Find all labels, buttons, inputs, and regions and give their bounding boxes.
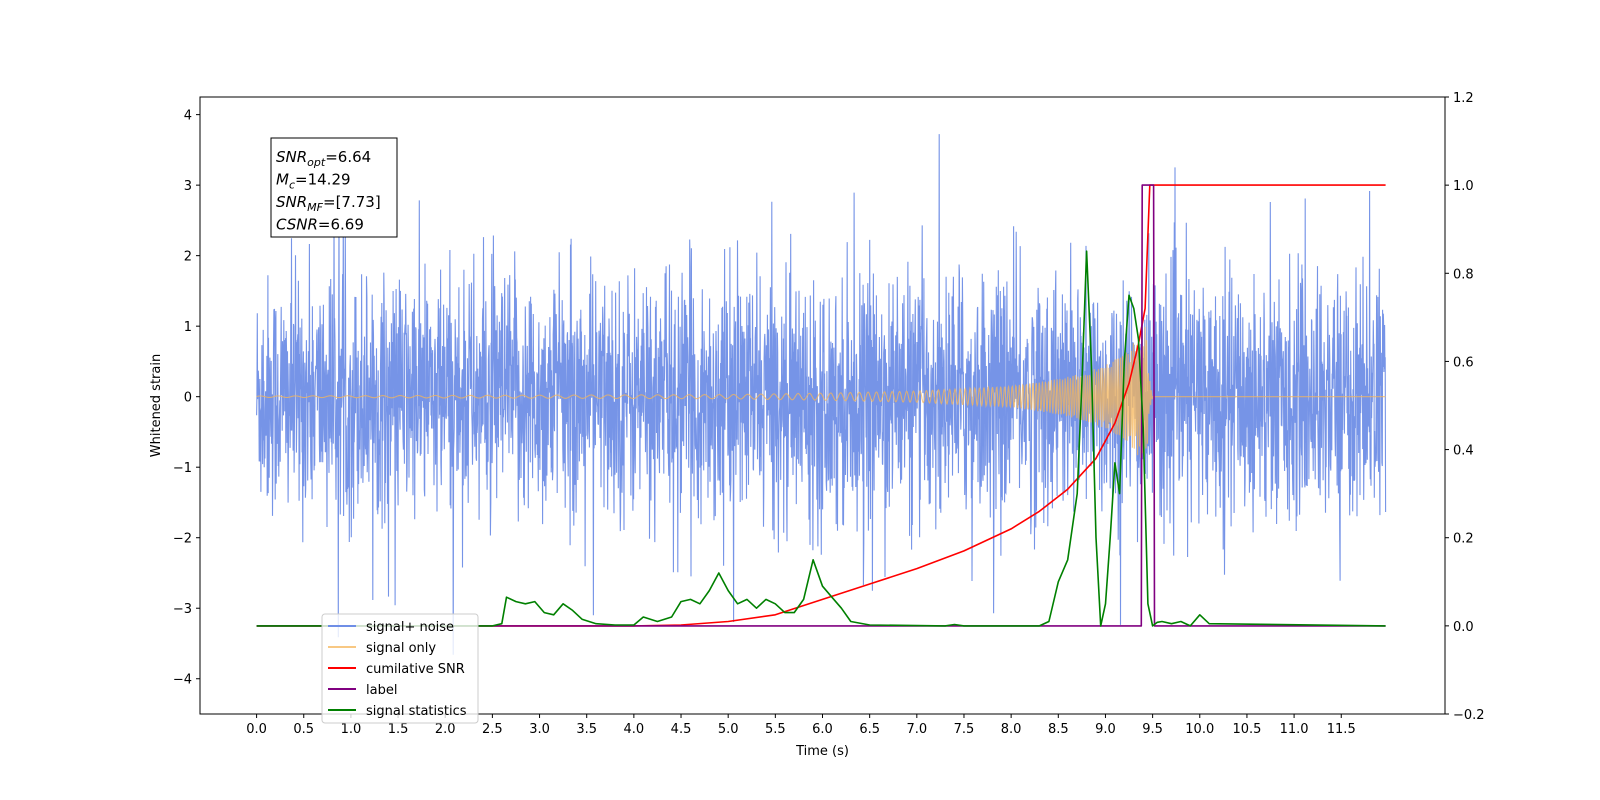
x-tick-label: 11.5 bbox=[1327, 722, 1356, 737]
annotation-symbol: SNR bbox=[276, 148, 307, 166]
legend-label-signal-noise: signal+ noise bbox=[366, 620, 454, 635]
series-signal-only bbox=[256, 326, 1386, 465]
annotation-line: Mc=14.29 bbox=[276, 171, 351, 192]
x-tick-label: 0.0 bbox=[246, 722, 267, 737]
y-tick-label: 3 bbox=[184, 179, 192, 194]
legend: signal+ noise signal only cumilative SNR la… bbox=[321, 613, 479, 724]
y2-tick-label: 1.2 bbox=[1453, 91, 1474, 106]
y-axis-label: Whitened strain bbox=[149, 354, 164, 457]
x-tick-label: 6.0 bbox=[812, 722, 833, 737]
series-signal-noise bbox=[256, 134, 1387, 655]
y2-tick-label: −0.2 bbox=[1453, 708, 1485, 723]
y2-tick-label: 0.2 bbox=[1453, 532, 1474, 547]
annotation-symbol: CSNR bbox=[276, 216, 318, 234]
y-tick-label: −4 bbox=[173, 673, 192, 688]
x-tick-label: 2.0 bbox=[435, 722, 456, 737]
annotation-symbol: SNR bbox=[276, 193, 307, 211]
x-tick-label: 4.5 bbox=[671, 722, 692, 737]
x-tick-label: 2.5 bbox=[482, 722, 503, 737]
y-tick-label: −3 bbox=[173, 602, 192, 617]
x-tick-label: 1.0 bbox=[341, 722, 362, 737]
y2-tick-label: 1.0 bbox=[1453, 179, 1474, 194]
x-tick-label: 10.5 bbox=[1232, 722, 1261, 737]
series-cumilative-snr bbox=[256, 184, 1386, 627]
annotation-subscript: c bbox=[289, 179, 295, 192]
y2-tick-label: 0.6 bbox=[1453, 355, 1474, 370]
annotation-value: =6.64 bbox=[325, 148, 371, 166]
y-tick-label: −1 bbox=[173, 461, 192, 476]
x-tick-label: 4.0 bbox=[624, 722, 645, 737]
legend-label-label: label bbox=[366, 683, 397, 698]
x-tick-label: 5.0 bbox=[718, 722, 739, 737]
annotation-line: CSNR=6.69 bbox=[276, 216, 364, 234]
legend-label-cumilative-snr: cumilative SNR bbox=[366, 662, 465, 677]
x-tick-label: 9.0 bbox=[1095, 722, 1116, 737]
x-tick-label: 8.0 bbox=[1001, 722, 1022, 737]
y-tick-label: −2 bbox=[173, 532, 192, 547]
x-tick-label: 10.0 bbox=[1185, 722, 1214, 737]
x-tick-label: 0.5 bbox=[293, 722, 314, 737]
annotation-symbol: M bbox=[276, 171, 289, 189]
x-axis-label: Time (s) bbox=[795, 744, 849, 759]
legend-label-signal-statistics: signal statistics bbox=[366, 704, 467, 719]
x-tick-label: 5.5 bbox=[765, 722, 786, 737]
x-tick-label: 3.0 bbox=[529, 722, 550, 737]
x-tick-label: 3.5 bbox=[576, 722, 597, 737]
annotation-value: =6.69 bbox=[318, 216, 364, 234]
annotation-value: =[7.73] bbox=[323, 193, 381, 211]
axes-layer: 0.0 0.5 1.0 1.5 2.0 2.5 3.0 3.5 4.0 4.5 5.0 5.5 6.0 6… bbox=[173, 91, 1485, 737]
y2-tick-label: 0.4 bbox=[1453, 444, 1474, 459]
annotation-line: SNRMF=[7.73] bbox=[276, 193, 381, 214]
legend-label-signal-only: signal only bbox=[366, 641, 436, 656]
y-tick-label: 1 bbox=[184, 320, 192, 335]
annotation-subscript: opt bbox=[307, 156, 326, 169]
x-tick-label: 1.5 bbox=[388, 722, 409, 737]
y2-tick-label: 0.8 bbox=[1453, 267, 1474, 282]
annotation-line: SNRopt=6.64 bbox=[276, 148, 371, 169]
x-tick-label: 11.0 bbox=[1280, 722, 1309, 737]
annotation-subscript: MF bbox=[307, 201, 323, 214]
y-tick-label: 4 bbox=[184, 109, 192, 124]
x-tick-label: 7.5 bbox=[954, 722, 975, 737]
x-tick-label: 9.5 bbox=[1142, 722, 1163, 737]
x-tick-label: 8.5 bbox=[1048, 722, 1069, 737]
x-tick-label: 6.5 bbox=[859, 722, 880, 737]
legend-frame bbox=[321, 613, 479, 724]
y2-tick-label: 0.0 bbox=[1453, 620, 1474, 635]
y-tick-label: 0 bbox=[184, 391, 192, 406]
y-tick-label: 2 bbox=[184, 250, 192, 265]
series-layer bbox=[256, 134, 1387, 655]
annotation-value: =14.29 bbox=[295, 171, 351, 189]
annotation-frame bbox=[270, 137, 398, 238]
x-tick-label: 7.0 bbox=[906, 722, 927, 737]
series-signal-statistics bbox=[256, 250, 1386, 627]
